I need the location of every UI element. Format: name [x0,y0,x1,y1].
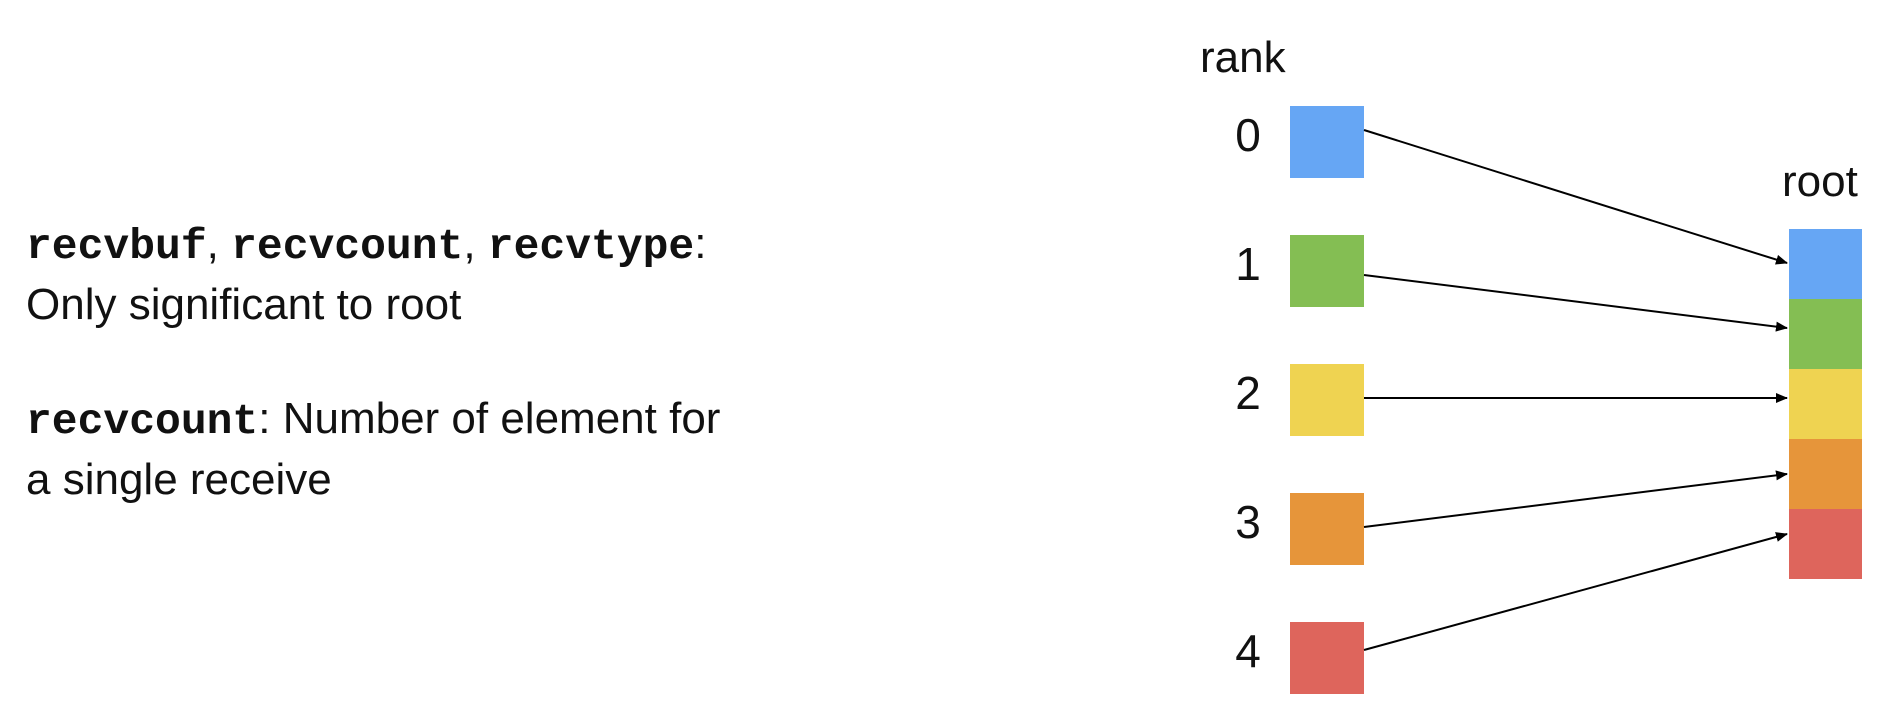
colon-text: : [694,219,707,268]
recvcount-explanation-continued: a single receive [26,455,332,504]
rank-label-0: 0 [1235,109,1261,161]
root-buffer-cell-3 [1789,439,1862,509]
root-significance-text: Only significant to root [26,280,462,329]
recvcount-code: recvcount [26,397,259,446]
arrow-rank-1-to-root [1363,274,1788,332]
root-buffer-cell-4 [1789,509,1862,579]
rank-label-2: 2 [1235,367,1261,419]
root-header: root [1782,157,1858,206]
root-buffer-cell-0 [1789,229,1862,299]
rank-label-1: 1 [1235,238,1261,290]
recvcount-description: recvcount: Number of element for a singl… [26,390,720,509]
separator-text: , [206,219,232,268]
recv-params-description: recvbuf, recvcount, recvtype: Only signi… [26,215,706,334]
rank-0-buffer [1290,106,1364,178]
rank-2-buffer [1290,364,1364,436]
arrow-rank-3-to-root [1363,470,1788,528]
separator-text: , [463,219,488,268]
rank-4-buffer [1290,622,1364,694]
rank-label-4: 4 [1235,625,1261,677]
rank-header: rank [1200,33,1286,82]
recvcount-explanation: : Number of element for [258,394,721,443]
root-buffer-cell-1 [1789,299,1862,369]
arrow-rank-4-to-root [1363,532,1788,651]
rank-label-3: 3 [1235,496,1261,548]
recvtype-code: recvtype [487,222,695,271]
root-buffer-cell-2 [1789,369,1862,439]
recv-params-line: recvbuf, recvcount, recvtype: [26,215,706,276]
arrow-rank-0-to-root [1363,129,1788,265]
recvbuf-code: recvbuf [26,222,207,271]
recvcount-code: recvcount [231,222,464,271]
rank-3-buffer [1290,493,1364,565]
recvcount-line: recvcount: Number of element for [26,390,720,451]
rank-1-buffer [1290,235,1364,307]
